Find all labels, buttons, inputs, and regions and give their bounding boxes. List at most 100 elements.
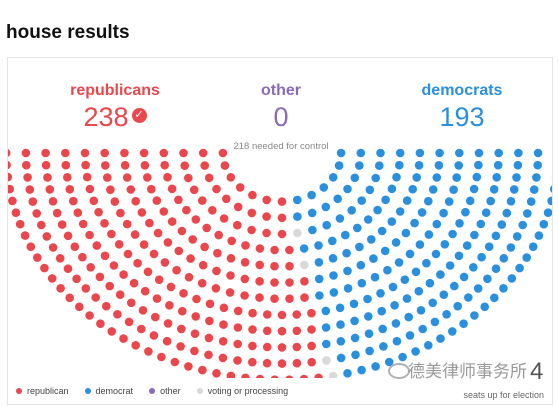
seat-dot — [192, 294, 201, 304]
seat-dot — [235, 183, 245, 192]
seat-dot — [486, 196, 496, 206]
seat-dot — [85, 230, 94, 240]
seat-dot — [213, 248, 222, 258]
seat-dot — [277, 310, 287, 320]
seat-dot — [212, 369, 221, 378]
seat-dot — [292, 310, 302, 319]
seat-dot — [299, 244, 309, 253]
seat-dot — [65, 293, 74, 303]
seat-dot — [453, 301, 463, 311]
seat-dot — [452, 173, 462, 182]
seat-dot — [356, 260, 366, 270]
seat-dot — [491, 264, 501, 273]
seat-dot — [177, 226, 187, 236]
seat-dot — [202, 223, 211, 233]
seat-dot — [52, 208, 62, 218]
seat-dot — [370, 272, 380, 282]
seat-dot — [48, 197, 58, 206]
seat-dot — [227, 236, 236, 246]
seat-dot — [422, 258, 431, 268]
seat-dot — [101, 161, 110, 170]
seat-dot — [100, 219, 109, 228]
seat-dot — [178, 306, 187, 316]
seat-dot — [219, 320, 228, 329]
seat-dot — [343, 369, 352, 378]
seat-dot — [314, 373, 323, 378]
seat-dot — [225, 288, 235, 297]
seat-dot — [262, 228, 271, 238]
seat-dot — [200, 242, 209, 252]
seat-dot — [405, 249, 415, 259]
seat-dot — [448, 327, 457, 336]
seat-dot — [293, 195, 302, 205]
legend-label: voting or processing — [207, 386, 289, 396]
seat-dot — [144, 347, 153, 356]
seat-dot — [336, 337, 346, 346]
seat-dot — [190, 329, 200, 339]
seat-dot — [179, 148, 188, 158]
seat-dot — [21, 148, 31, 158]
seat-dot — [424, 196, 433, 206]
seat-dot — [369, 254, 378, 263]
seat-dot — [41, 160, 51, 170]
seat-dot — [432, 173, 442, 182]
seat-dot — [550, 185, 552, 193]
corner-number: 4 — [530, 358, 544, 385]
watermark-logo-icon — [388, 363, 410, 379]
seat-dot — [547, 196, 552, 206]
seat-dot — [314, 274, 324, 284]
seat-dot — [63, 264, 73, 273]
seat-dot — [513, 160, 523, 170]
seat-dot — [15, 219, 25, 229]
seat-dot — [172, 265, 181, 275]
seat-dot — [69, 196, 78, 206]
seat-dot — [532, 173, 541, 182]
seat-dot — [417, 208, 427, 217]
seat-dot — [434, 161, 444, 170]
seat-dot — [8, 196, 17, 206]
seat-dot — [343, 266, 352, 276]
legend-swatch — [149, 388, 156, 394]
seat-dot — [439, 208, 448, 218]
seat-dot — [477, 252, 486, 262]
seat-dot — [270, 375, 279, 378]
seat-dot — [357, 365, 366, 375]
seat-dot — [448, 229, 457, 239]
seat-dot — [450, 281, 459, 291]
seat-dot — [103, 173, 112, 182]
seat-dot — [533, 148, 543, 158]
seat-dot — [493, 160, 503, 170]
seat-dot — [353, 223, 362, 233]
seat-dot — [293, 228, 302, 238]
seat-dot — [416, 306, 426, 315]
seat-dot — [32, 209, 41, 218]
seat-dot — [219, 303, 229, 313]
seat-dot — [131, 196, 140, 206]
seat-dot — [179, 289, 188, 298]
seat-dot — [424, 341, 433, 350]
footnote: seats up for election — [463, 390, 544, 400]
seat-dot — [285, 245, 294, 255]
seat-dot — [367, 235, 376, 244]
seat-dot — [162, 336, 172, 346]
seat-dot — [436, 334, 445, 343]
seat-dot — [167, 184, 177, 194]
seat-dot — [241, 373, 250, 378]
republican-count: 238 ✓ — [60, 102, 170, 133]
seat-dot — [518, 220, 527, 230]
seat-dot — [292, 326, 302, 336]
seat-dot — [163, 172, 172, 182]
seat-dot — [262, 342, 272, 352]
seat-dot — [177, 324, 186, 334]
seat-dot — [73, 208, 83, 217]
seat-dot — [188, 235, 197, 244]
seat-dot — [336, 353, 346, 363]
seat-dot — [321, 306, 331, 316]
seat-dot — [321, 323, 331, 332]
seat-dot — [377, 306, 387, 316]
seat-dot — [219, 214, 229, 223]
seat-dot — [222, 194, 231, 204]
seat-dot — [390, 301, 399, 310]
seat-dot — [357, 196, 367, 205]
seat-dot — [436, 270, 445, 279]
